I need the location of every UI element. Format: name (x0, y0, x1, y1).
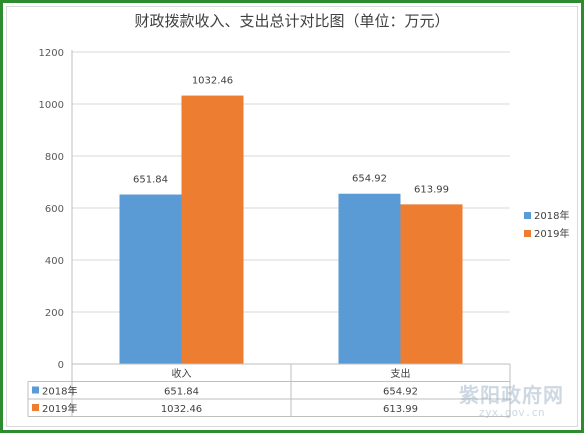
y-tick-label: 1200 (39, 48, 64, 59)
bar (400, 204, 463, 364)
data-label: 654.92 (352, 174, 387, 185)
data-label: 1032.46 (192, 76, 233, 87)
bar (338, 193, 401, 364)
legend-key (524, 212, 531, 219)
watermark-main: 紫阳政府网 (459, 383, 564, 407)
table-series-label: 2019年 (42, 402, 77, 415)
legend-label: 2018年 (534, 209, 569, 222)
data-label: 613.99 (414, 184, 449, 195)
chart-title: 财政拨款收入、支出总计对比图（单位：万元） (134, 12, 449, 30)
table-cell-value: 1032.46 (161, 404, 202, 415)
legend-key (524, 230, 531, 237)
y-tick-label: 600 (45, 204, 64, 215)
category-label: 支出 (391, 367, 411, 380)
y-tick-label: 200 (45, 308, 64, 319)
watermark-sub: zyx.gov.cn (478, 406, 545, 419)
table-cell-value: 651.84 (164, 387, 199, 398)
bar (181, 95, 244, 365)
watermark-logo: 紫阳政府网 zyx.gov.cn (459, 379, 564, 419)
y-tick-label: 0 (58, 360, 64, 371)
chart-area (6, 6, 578, 427)
bar (119, 194, 182, 364)
table-series-label: 2018年 (42, 385, 77, 398)
table-cell-value: 613.99 (383, 404, 418, 415)
table-cell-value: 654.92 (383, 387, 418, 398)
table-legend-key (32, 404, 39, 411)
legend-label: 2019年 (534, 227, 569, 240)
y-tick-label: 1000 (39, 100, 64, 111)
table-legend-key (32, 386, 39, 394)
data-label: 651.84 (133, 175, 168, 186)
category-label: 收入 (172, 367, 192, 380)
y-tick-label: 800 (45, 152, 64, 163)
y-tick-label: 400 (45, 256, 64, 267)
